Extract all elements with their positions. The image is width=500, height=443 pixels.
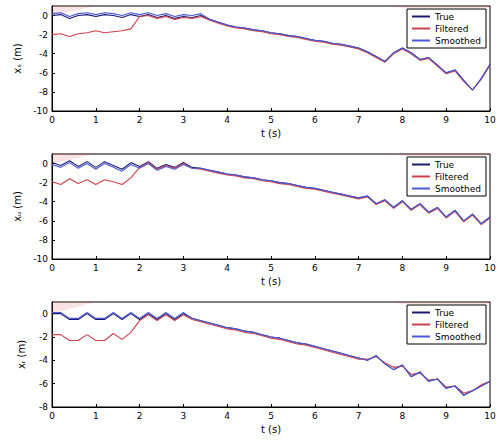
svg-text:-10: -10: [33, 106, 48, 116]
svg-text:2: 2: [137, 115, 143, 125]
svg-text:7: 7: [356, 411, 362, 421]
svg-text:Smoothed: Smoothed: [435, 36, 481, 46]
svg-text:-8: -8: [39, 87, 48, 97]
svg-text:7: 7: [356, 263, 362, 273]
svg-text:-6: -6: [39, 216, 48, 226]
svg-text:4: 4: [224, 411, 230, 421]
svg-text:True: True: [434, 308, 455, 318]
svg-text:-4: -4: [39, 355, 48, 365]
svg-text:5: 5: [268, 263, 274, 273]
svg-text:7: 7: [356, 115, 362, 125]
svg-text:Filtered: Filtered: [435, 172, 468, 182]
svg-text:-2: -2: [39, 332, 48, 342]
svg-text:-10: -10: [33, 254, 48, 264]
svg-text:-6: -6: [39, 379, 48, 389]
svg-text:2: 2: [137, 411, 143, 421]
svg-text:8: 8: [400, 263, 406, 273]
svg-text:9: 9: [443, 115, 449, 125]
svg-text:10: 10: [484, 263, 496, 273]
svg-text:3: 3: [181, 115, 187, 125]
svg-text:Filtered: Filtered: [435, 320, 468, 330]
svg-text:8: 8: [400, 411, 406, 421]
svg-text:t (s): t (s): [261, 276, 281, 287]
svg-text:10: 10: [484, 411, 496, 421]
svg-text:4: 4: [224, 115, 230, 125]
svg-text:0: 0: [49, 115, 55, 125]
svg-text:0: 0: [49, 263, 55, 273]
svg-text:True: True: [434, 160, 455, 170]
svg-text:1: 1: [93, 411, 99, 421]
svg-text:8: 8: [400, 115, 406, 125]
svg-text:xᵣ (m): xᵣ (m): [16, 340, 27, 369]
svg-text:xᵤ (m): xᵤ (m): [12, 191, 23, 222]
svg-text:-8: -8: [39, 235, 48, 245]
svg-text:3: 3: [181, 263, 187, 273]
svg-text:-2: -2: [39, 178, 48, 188]
svg-text:0: 0: [42, 159, 48, 169]
svg-text:9: 9: [443, 263, 449, 273]
svg-text:4: 4: [224, 263, 230, 273]
svg-text:xₛ (m): xₛ (m): [12, 43, 23, 73]
svg-text:5: 5: [268, 115, 274, 125]
svg-text:Filtered: Filtered: [435, 24, 468, 34]
svg-text:-8: -8: [39, 402, 48, 412]
svg-text:-6: -6: [39, 68, 48, 78]
svg-text:10: 10: [484, 115, 496, 125]
svg-text:True: True: [434, 12, 455, 22]
svg-text:-4: -4: [39, 197, 48, 207]
svg-text:3: 3: [181, 411, 187, 421]
svg-text:0: 0: [42, 11, 48, 21]
svg-text:6: 6: [312, 263, 318, 273]
svg-text:6: 6: [312, 115, 318, 125]
svg-text:Smoothed: Smoothed: [435, 332, 481, 342]
svg-text:Smoothed: Smoothed: [435, 184, 481, 194]
svg-text:0: 0: [42, 309, 48, 319]
svg-text:6: 6: [312, 411, 318, 421]
svg-text:1: 1: [93, 115, 99, 125]
svg-text:t (s): t (s): [261, 128, 281, 139]
svg-text:2: 2: [137, 263, 143, 273]
svg-text:5: 5: [268, 411, 274, 421]
svg-text:1: 1: [93, 263, 99, 273]
svg-text:9: 9: [443, 411, 449, 421]
svg-text:-4: -4: [39, 49, 48, 59]
svg-text:0: 0: [49, 411, 55, 421]
svg-text:-2: -2: [39, 30, 48, 40]
svg-text:t (s): t (s): [261, 424, 281, 435]
